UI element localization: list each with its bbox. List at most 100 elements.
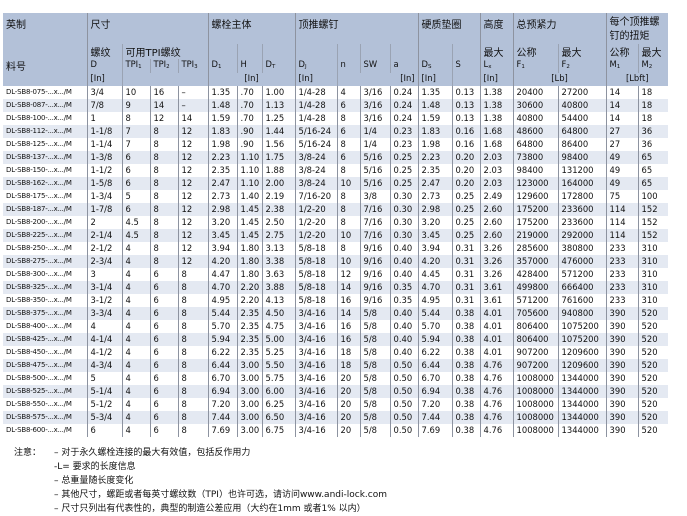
table-cell: 0.40 [389, 307, 419, 320]
table-cell: 2.60 [479, 203, 514, 216]
table-cell: 3/4-16 [294, 333, 338, 346]
table-cell: 7 [121, 138, 150, 151]
table-cell: 4.01 [479, 307, 514, 320]
table-cell: 8 [177, 294, 208, 307]
table-cell: 2.73 [417, 190, 453, 203]
table-cell: 5-1/2 [86, 398, 122, 411]
table-cell: 0.23 [389, 125, 419, 138]
table-cell: 8 [177, 372, 208, 385]
table-row: DL-SB8-575-...x.../M 5-3/4 4 6 8 7.44 3.00 6.50… [3, 411, 669, 424]
symbol-sub: 1 [217, 64, 222, 70]
table-cell: 233 [605, 294, 639, 307]
table-cell: 172800 [557, 190, 607, 203]
table-row: DL-SB8-162-...x.../M 1-5/8 6 8 12 2.47 1.10 2.0… [3, 177, 669, 190]
table-cell: 3/4-16 [294, 320, 338, 333]
table-cell: 12 [177, 229, 208, 242]
table-cell: 6 [121, 164, 150, 177]
symbol-main: TPI [153, 59, 167, 69]
table-cell: 2.23 [207, 151, 237, 164]
table-cell: 10 [121, 86, 150, 99]
part-number-cell: DL-SB8-375-...x.../M [3, 307, 87, 320]
table-cell: 2.75 [261, 229, 296, 242]
table-cell: 0.50 [389, 372, 419, 385]
table-cell: 73800 [512, 151, 559, 164]
table-cell: 20 [336, 411, 361, 424]
table-cell: 233600 [557, 203, 607, 216]
table-cell: – [177, 99, 208, 112]
table-cell: 8 [336, 203, 361, 216]
table-cell: 1.56 [261, 138, 296, 151]
table-row: DL-SB8-500-...x.../M 5 4 6 8 6.70 3.00 5.75 3/4-… [3, 372, 669, 385]
table-cell: 3.20 [207, 216, 237, 229]
table-cell: 5/8 [359, 372, 391, 385]
table-cell: 27 [605, 138, 639, 151]
table-cell: 4.20 [417, 255, 453, 268]
table-cell: 1-1/8 [86, 125, 122, 138]
table-cell: 6 [149, 411, 178, 424]
table-cell: 9/16 [359, 294, 391, 307]
table-cell: 4.20 [207, 255, 237, 268]
table-cell: 4.5 [121, 216, 150, 229]
table-cell: 1.48 [417, 99, 453, 112]
table-cell: 8 [149, 255, 178, 268]
part-number-cell: DL-SB8-150-...x.../M [6, 166, 72, 174]
part-number-cell: DL-SB8-250-...x.../M [6, 244, 72, 252]
table-cell: 7 [121, 125, 150, 138]
table-cell: 6 [121, 177, 150, 190]
table-cell: 2.35 [417, 164, 453, 177]
table-cell: 1.88 [261, 164, 296, 177]
table-cell: 2.47 [417, 177, 453, 190]
table-cell: 0.30 [389, 216, 419, 229]
symbol-main: a [393, 59, 399, 69]
table-cell: 233 [605, 255, 639, 268]
table-cell: 12 [177, 255, 208, 268]
table-cell: 2.60 [479, 216, 514, 229]
table-cell: 9/16 [359, 255, 391, 268]
table-cell: 0.38 [451, 307, 481, 320]
table-cell: 310 [637, 255, 669, 268]
table-cell: 10 [336, 255, 361, 268]
table-cell: 14 [336, 307, 361, 320]
table-cell: 5/16-24 [294, 125, 338, 138]
part-number-cell: DL-SB8-175-...x.../M [6, 192, 72, 200]
table-cell: 1.83 [417, 125, 453, 138]
table-cell: 4.01 [479, 333, 514, 346]
table-cell: 571200 [557, 268, 607, 281]
table-cell: 0.38 [451, 424, 481, 437]
table-cell: 9/16 [359, 281, 391, 294]
tpi-label: 可用TPI螺纹 [121, 44, 208, 59]
table-cell: 1-1/2 [86, 164, 122, 177]
table-cell: 3/4 [86, 86, 122, 99]
table-cell: 14 [605, 86, 639, 99]
table-cell: 9 [121, 99, 150, 112]
table-cell: 100 [637, 190, 669, 203]
table-cell: 12 [177, 203, 208, 216]
symbol-sub: 2 [648, 64, 653, 70]
group-torque: 每个顶推螺钉的扭矩 [605, 13, 669, 44]
table-cell: 6 [149, 294, 178, 307]
table-cell: 3.94 [207, 242, 237, 255]
table-cell: 219000 [512, 229, 559, 242]
part-number-cell: DL-SB8-225-...x.../M [3, 229, 87, 242]
table-cell: 3.26 [479, 255, 514, 268]
table-cell: 499800 [512, 281, 559, 294]
table-cell: 20 [336, 398, 361, 411]
table-cell: 30600 [512, 99, 559, 112]
symbol-main: L [483, 59, 489, 69]
table-cell: 27200 [557, 86, 607, 99]
table-cell: 1.13 [261, 99, 296, 112]
table-cell: 907200 [512, 346, 559, 359]
table-cell: 5/8-18 [294, 281, 338, 294]
table-cell: 1.45 [236, 216, 262, 229]
table-cell: 3.38 [261, 255, 296, 268]
table-cell: .70 [236, 112, 262, 125]
table-cell: 8 [149, 125, 178, 138]
notes: 注意： – 对于永久螺栓连接的最大有效值，包括反作用力 -L= 要求的长度信息 – … [14, 446, 387, 516]
table-row: DL-SB8-250-...x.../M 2-1/2 4 8 12 3.94 1.80 3.1… [3, 242, 669, 255]
table-cell: 0.25 [451, 203, 481, 216]
table-cell: 14 [177, 112, 208, 125]
table-cell: 4 [121, 372, 150, 385]
table-cell: 0.13 [451, 99, 481, 112]
table-cell: 4.70 [207, 281, 237, 294]
table-cell: 7.44 [417, 411, 453, 424]
